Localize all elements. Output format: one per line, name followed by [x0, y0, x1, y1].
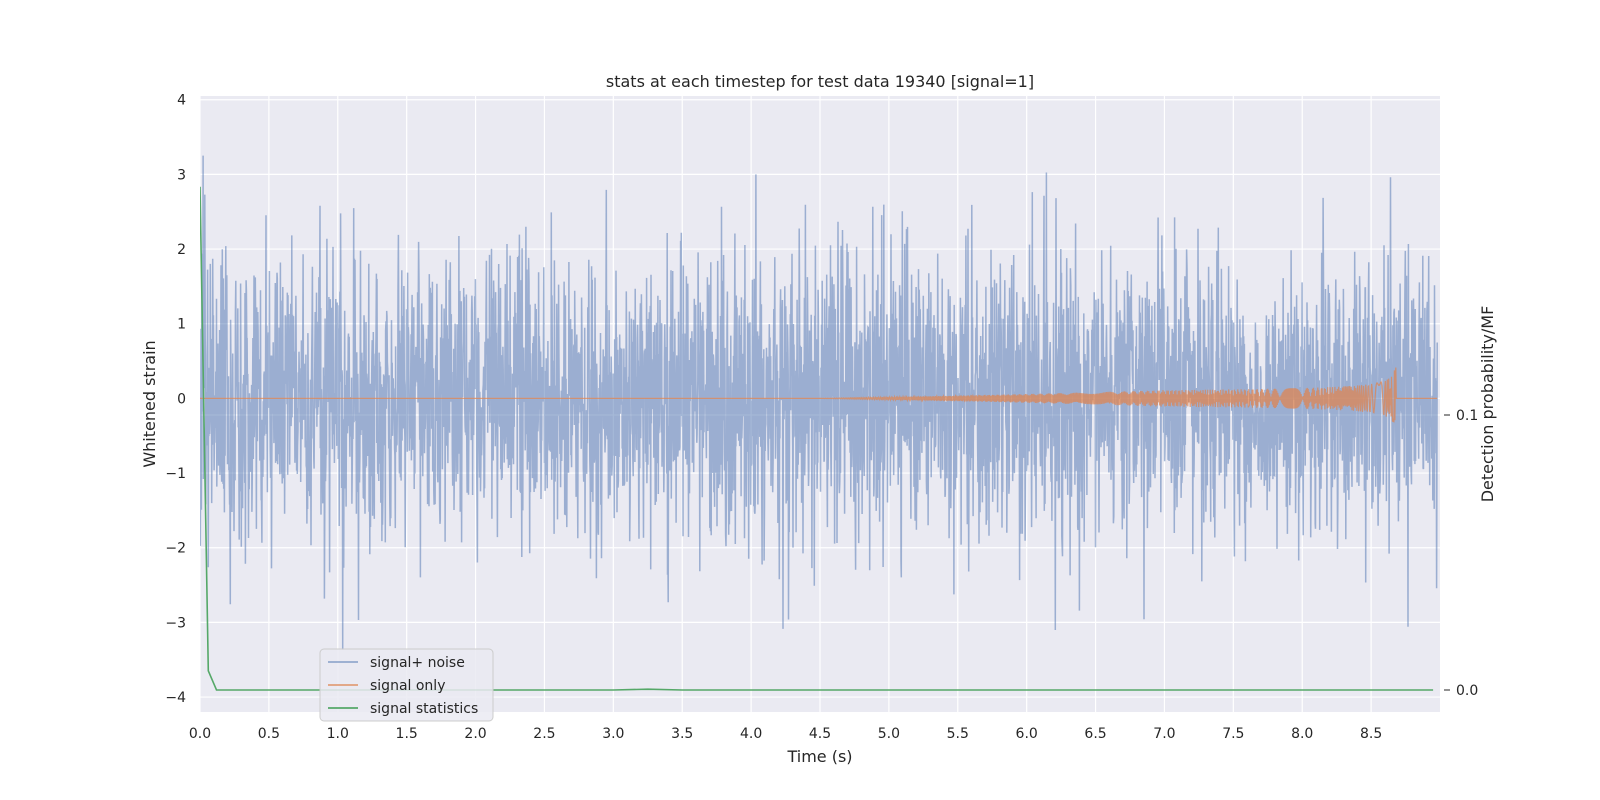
y-axis-label: Whitened strain [140, 340, 159, 467]
x-tick-label: 8.0 [1291, 726, 1313, 742]
y2-tick-label: 0.0 [1456, 683, 1478, 699]
legend-box [319, 648, 494, 722]
x-tick-label: 8.5 [1360, 726, 1382, 742]
x-tick-label: 0.0 [189, 726, 211, 742]
x-axis-label: Time (s) [786, 747, 852, 766]
legend-label-signal-only: signal only [370, 678, 445, 694]
y2-axis-ticks: 0.0 0.1 [1444, 408, 1478, 699]
x-tick-label: 6.5 [1084, 726, 1106, 742]
y-tick-label: −3 [165, 615, 186, 631]
x-tick-label: 4.5 [809, 726, 831, 742]
y-tick-label: 0 [177, 391, 186, 407]
y2-tick-label: 0.1 [1456, 408, 1478, 424]
x-tick-label: 1.0 [327, 726, 349, 742]
x-tick-label: 0.5 [258, 726, 280, 742]
series-signal-statistics-line [200, 186, 1434, 691]
x-tick-label: 4.0 [740, 726, 762, 742]
y-tick-label: 2 [177, 242, 186, 258]
y-tick-label: 4 [177, 93, 186, 109]
x-tick-label: 7.0 [1153, 726, 1175, 742]
y-tick-label: −2 [165, 541, 186, 557]
series-signal-only-line [200, 367, 1438, 423]
x-tick-label: 2.5 [533, 726, 555, 742]
legend-label-signal-plus-noise: signal+ noise [370, 655, 465, 671]
y-tick-label: 1 [177, 317, 186, 333]
y-tick-label: −4 [165, 690, 186, 706]
chart-title: stats at each timestep for test data 193… [606, 72, 1034, 91]
x-tick-label: 3.5 [671, 726, 693, 742]
x-tick-label: 5.0 [878, 726, 900, 742]
x-tick-label: 3.0 [602, 726, 624, 742]
y2-axis-label: Detection probability/MF [1478, 306, 1497, 503]
y-tick-label: −1 [165, 466, 186, 482]
y-tick-label: 3 [177, 167, 186, 183]
x-tick-label: 7.5 [1222, 726, 1244, 742]
x-tick-label: 5.5 [947, 726, 969, 742]
x-axis-ticks: 0.0 0.5 1.0 1.5 2.0 2.5 3.0 3.5 4.0 4.5 5.0 5.5 6.0 6… [189, 726, 1382, 742]
y-axis-ticks: −4 −3 −2 −1 0 1 2 3 4 [165, 93, 186, 706]
legend: signal+ noise signal only signal statist… [319, 648, 494, 722]
series-signal-plus-noise-line [200, 155, 1438, 651]
x-tick-label: 6.0 [1016, 726, 1038, 742]
x-tick-label: 2.0 [464, 726, 486, 742]
legend-label-signal-statistics: signal statistics [370, 701, 478, 717]
x-tick-label: 1.5 [396, 726, 418, 742]
